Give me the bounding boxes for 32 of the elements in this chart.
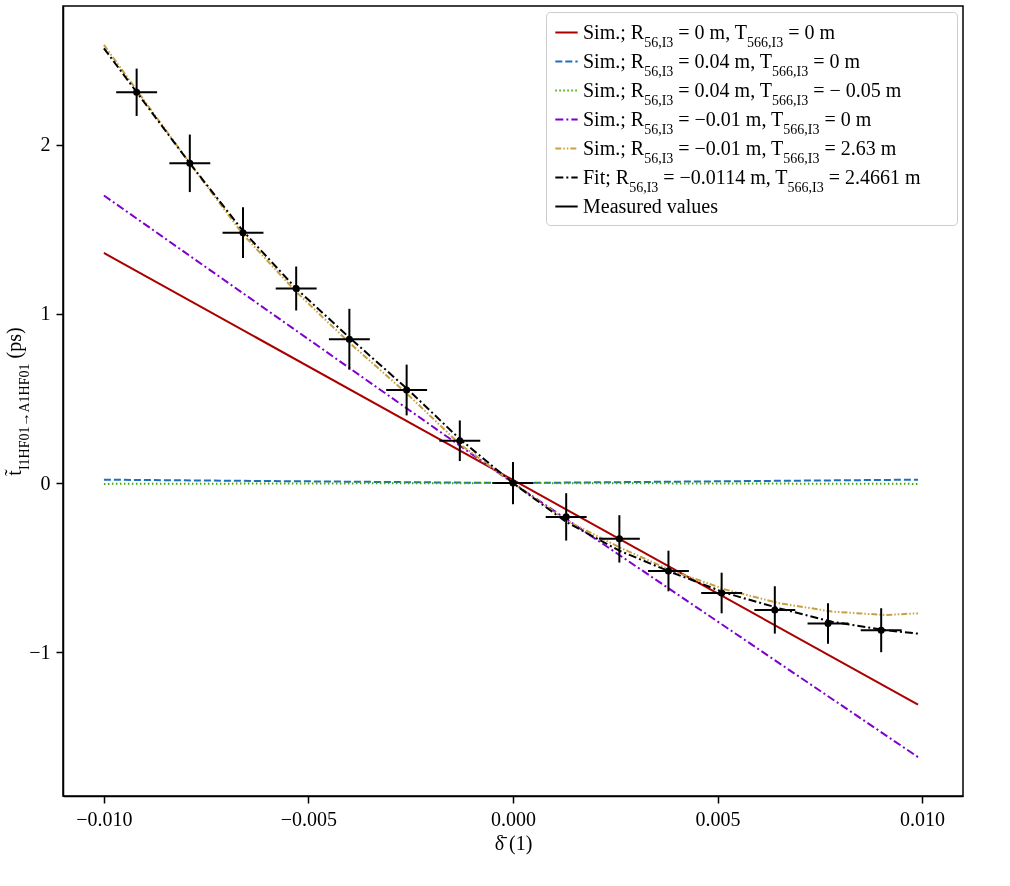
point	[718, 589, 726, 597]
legend-label: Measured values	[583, 194, 719, 217]
legend-label: Sim.; R$_{56,I3}$ = 0.04 m, T$_{566,I3}$ = − 0.05 m	[583, 78, 902, 107]
point	[456, 437, 464, 445]
point	[562, 513, 570, 521]
legend-label: Sim.; R$_{56,I3}$ = −0.01 m, T$_{566,I3}$ = 0 m	[583, 107, 872, 136]
x-tick-label: −0.005	[280, 807, 338, 830]
x-tick-label: 0.010	[900, 807, 946, 830]
point	[615, 535, 623, 543]
y-tick-label: 1	[40, 302, 51, 325]
point	[345, 335, 353, 343]
point	[239, 229, 247, 237]
legend-label: Sim.; R$_{56,I3}$ = 0.04 m, T$_{566,I3}$ = 0 m	[583, 49, 861, 78]
point	[292, 284, 300, 293]
point	[186, 159, 194, 167]
x-tick-label: −0.010	[76, 807, 133, 830]
y-tick-label: 0	[40, 471, 51, 494]
x-tick-label: 0.005	[695, 807, 741, 830]
y-tick-label: −1	[29, 640, 51, 663]
y-tick-label: 2	[40, 133, 51, 156]
point	[824, 619, 832, 627]
point	[771, 606, 779, 614]
point	[509, 479, 517, 487]
legend-label: Fit; R$_{56,I3}$ = −0.0114 m, T$_{566,I3}$ = 2.4661 m	[583, 165, 921, 194]
point	[664, 567, 672, 575]
point	[403, 386, 411, 394]
legend-label: Sim.; R$_{56,I3}$ = 0 m, T$_{566,I3}$ = 0 m	[583, 20, 836, 49]
legend-label: Sim.; R$_{56,I3}$ = −0.01 m, T$_{566,I3}$ = 2.63 m	[583, 136, 897, 165]
x-axis-title: δ̄ (1)	[494, 831, 533, 855]
point	[133, 88, 141, 96]
point	[877, 626, 885, 634]
x-tick-label: 0.000	[491, 807, 536, 830]
